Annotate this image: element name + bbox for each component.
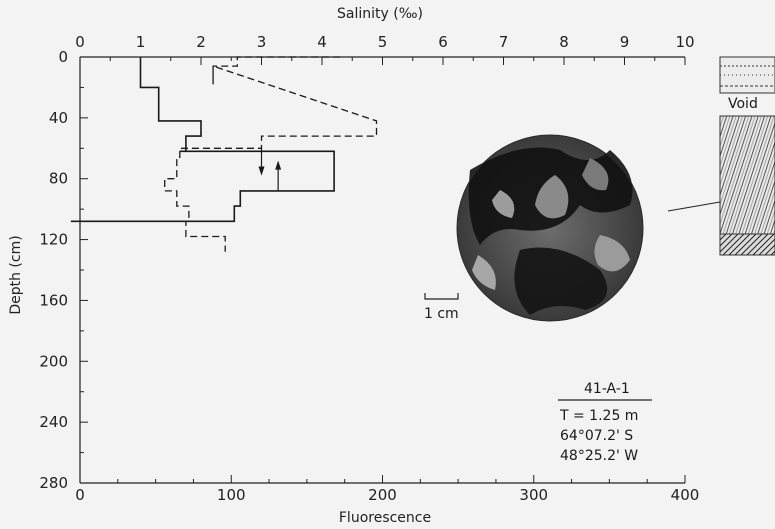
core-info: 41-A-1 T = 1.25 m 64°07.2' S 48°25.2' W <box>558 381 652 464</box>
top-tick-label-10: 10 <box>675 33 694 51</box>
top-tick-label-0: 0 <box>75 33 85 51</box>
y-tick-label-2: 80 <box>49 170 68 188</box>
bottom-tick-label-4: 400 <box>671 486 700 504</box>
arrow-up-head <box>275 160 282 170</box>
bottom-axis-label: Fluorescence <box>339 510 431 526</box>
y-tick-label-0: 0 <box>58 48 68 66</box>
scale-bar: 1 cm <box>424 293 459 322</box>
y-axis-label: Depth (cm) <box>8 235 24 314</box>
top-tick-label-5: 5 <box>378 33 388 51</box>
arrow-down-head <box>258 166 265 176</box>
series-group <box>70 56 378 252</box>
core-column: Void <box>719 56 775 256</box>
scale-label: 1 cm <box>424 306 459 322</box>
core-leader-line <box>667 201 721 212</box>
bottom-tick-label-2: 200 <box>368 486 397 504</box>
top-tick-label-3: 3 <box>257 33 267 51</box>
core-info-line-3: 48°25.2' W <box>560 448 638 464</box>
void-label: Void <box>728 96 758 112</box>
bottom-tick-label-0: 0 <box>75 486 85 504</box>
bottom-tick-label-3: 300 <box>519 486 548 504</box>
top-tick-label-4: 4 <box>317 33 327 51</box>
top-tick-label-6: 6 <box>438 33 448 51</box>
y-tick-label-4: 160 <box>39 291 68 309</box>
y-tick-label-5: 200 <box>39 352 68 370</box>
top-tick-label-9: 9 <box>620 33 630 51</box>
top-tick-label-1: 1 <box>136 33 146 51</box>
core-id: 41-A-1 <box>584 381 630 397</box>
y-tick-label-3: 120 <box>39 231 68 249</box>
top-axis-label: Salinity (‰) <box>337 6 423 22</box>
top-tick-label-7: 7 <box>499 33 509 51</box>
top-tick-label-8: 8 <box>559 33 569 51</box>
y-tick-label-7: 280 <box>39 474 68 492</box>
series-solid-line <box>70 57 335 223</box>
axes-group: 0 1 2 3 4 5 6 7 8 9 100 100 200 300 400040801201602002… <box>39 33 699 504</box>
top-tick-label-2: 2 <box>196 33 206 51</box>
y-tick-label-6: 240 <box>39 413 68 431</box>
core-photo <box>456 134 644 322</box>
y-tick-label-1: 40 <box>49 109 68 127</box>
series-dashed-line <box>164 56 378 252</box>
core-info-line-2: 64°07.2' S <box>560 428 633 444</box>
bottom-tick-label-1: 100 <box>217 486 246 504</box>
core-info-line-1: T = 1.25 m <box>559 408 638 424</box>
